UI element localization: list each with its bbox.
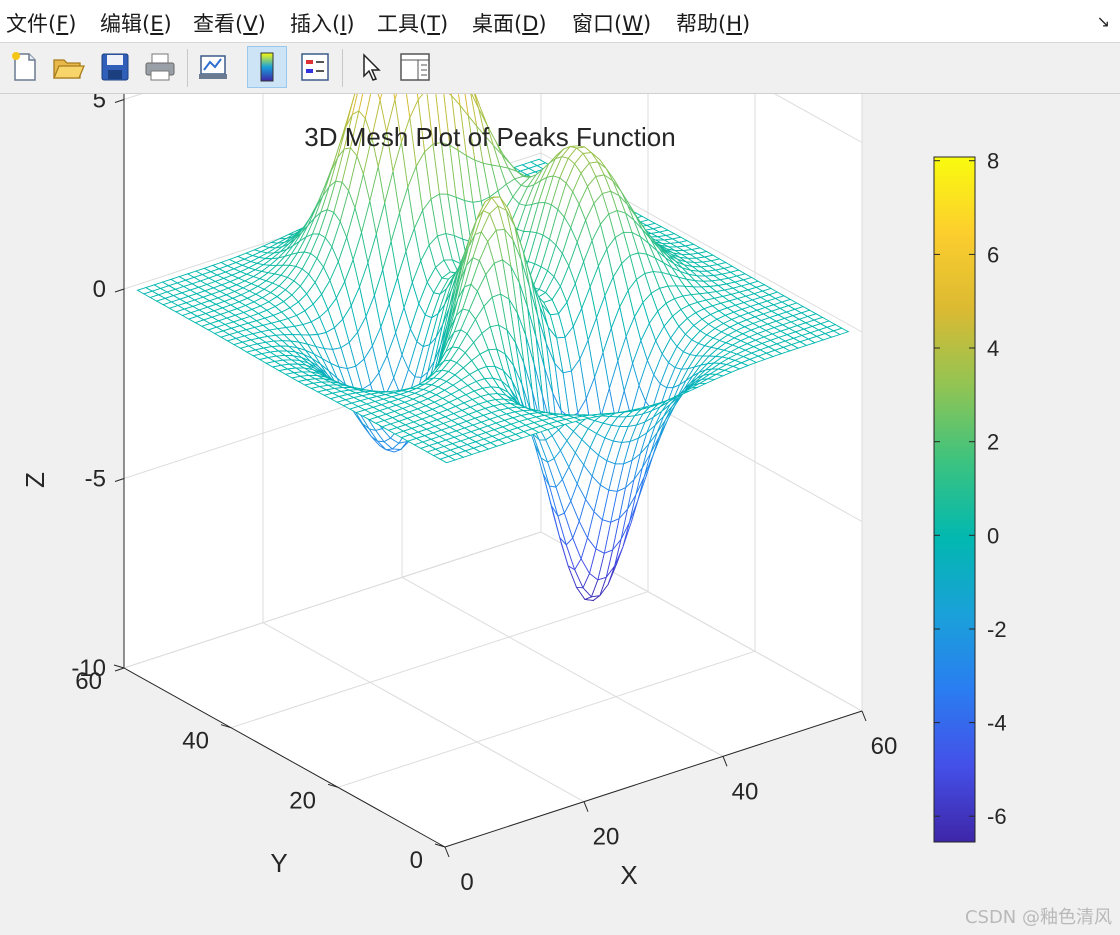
menu-item-6[interactable]: 窗口(W) <box>572 12 652 36</box>
menu-item-2[interactable]: 查看(V) <box>193 12 266 36</box>
x-tick-label: 40 <box>732 778 759 805</box>
colorbar-tick-label: 6 <box>987 242 999 267</box>
colorbar-tick-label: -6 <box>987 804 1007 829</box>
colorbar-tick-label: -4 <box>987 711 1007 736</box>
z-tick-label: 5 <box>93 94 106 114</box>
menu-item-3[interactable]: 插入(I) <box>290 12 355 36</box>
plot-title: 3D Mesh Plot of Peaks Function <box>304 122 675 152</box>
property-inspector-icon[interactable] <box>395 46 435 88</box>
toolbar <box>0 43 1120 94</box>
y-tick-label: 40 <box>182 728 209 755</box>
mesh-surface <box>136 94 850 602</box>
z-axis-label: Z <box>20 472 50 488</box>
z-tick-label: -5 <box>85 466 106 493</box>
menu-bar: 文件(F) 编辑(E) 查看(V) 插入(I) 工具(T) 桌面(D) 窗口(W) 帮助(H)… <box>0 0 1120 43</box>
x-axis-label: X <box>620 860 637 890</box>
link-plot-icon[interactable] <box>194 46 234 88</box>
colorbar-tick-label: 0 <box>987 523 999 548</box>
x-tick-label: 60 <box>871 733 898 760</box>
menu-arrow-icon[interactable]: ↘ <box>1096 12 1110 31</box>
z-tick-label: -10 <box>71 655 106 682</box>
menu-item-5[interactable]: 桌面(D) <box>472 12 547 36</box>
new-figure-icon[interactable] <box>5 46 45 88</box>
x-tick-label: 20 <box>593 824 620 851</box>
y-axis-label: Y <box>270 848 287 878</box>
menu-item-7[interactable]: 帮助(H) <box>676 12 751 36</box>
floor-plane <box>124 532 862 847</box>
menu-item-1[interactable]: 编辑(E) <box>100 12 172 36</box>
mesh-cell <box>439 455 457 464</box>
colorbar-tick-label: 2 <box>987 430 999 455</box>
colorbar-gradient <box>933 156 976 843</box>
colorbar-tick-label: 8 <box>987 149 999 174</box>
pointer-icon[interactable] <box>350 46 390 88</box>
open-file-icon[interactable] <box>48 46 88 88</box>
colorbar: 8 6 4 2 0 -2 -4 -6 <box>933 149 1007 843</box>
y-tick-label: 20 <box>289 787 316 814</box>
watermark: CSDN @釉色清风 <box>964 907 1112 928</box>
menu-item-0[interactable]: 文件(F) <box>6 12 77 36</box>
x-tick-label: 0 <box>460 869 473 896</box>
menu-item-4[interactable]: 工具(T) <box>377 12 449 36</box>
y-tick-label: 60 <box>75 668 102 695</box>
legend-icon[interactable] <box>295 46 335 88</box>
print-icon[interactable] <box>140 46 180 88</box>
y-tick-label: 0 <box>410 847 423 874</box>
colorbar-icon[interactable] <box>247 46 287 88</box>
z-tick-label: 0 <box>93 276 106 303</box>
colorbar-tick-label: -2 <box>987 617 1007 642</box>
colorbar-tick-label: 4 <box>987 336 999 361</box>
save-icon[interactable] <box>95 46 135 88</box>
